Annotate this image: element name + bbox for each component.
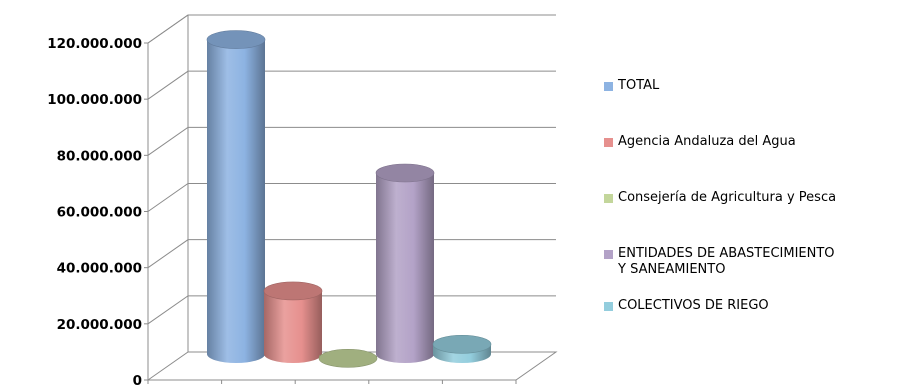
bar-cylinder — [207, 39, 265, 364]
legend-item: COLECTIVOS DE RIEGO — [604, 298, 769, 314]
bar-top — [375, 163, 435, 183]
legend-swatch — [604, 138, 613, 147]
legend-item: Consejería de Agricultura y Pesca — [604, 190, 836, 206]
legend-label: Agencia Andaluza del Agua — [618, 134, 796, 149]
y-axis-ticks: 0 20.000.000 40.000.000 60.000.000 80.000.00… — [47, 36, 142, 387]
bars — [206, 30, 492, 368]
legend-swatch — [604, 194, 613, 203]
legend-swatch — [604, 250, 613, 259]
y-tick-label: 60.000.000 — [57, 205, 142, 221]
bar-cylinder — [376, 172, 434, 363]
y-tick-label: 80.000.000 — [57, 148, 142, 164]
legend-item: TOTAL — [604, 78, 659, 94]
axes — [144, 14, 558, 384]
y-tick-label: 20.000.000 — [57, 317, 142, 333]
legend-label: TOTAL — [618, 78, 660, 93]
legend-label: ENTIDADES DE ABASTECIMIENTO Y SANEAMIENT… — [618, 246, 835, 277]
y-tick-label: 120.000.000 — [47, 36, 142, 52]
legend-label: Consejería de Agricultura y Pesca — [618, 190, 837, 205]
y-tick-label: 100.000.000 — [47, 92, 142, 108]
bar-cylinder — [264, 290, 322, 363]
bar-top — [432, 334, 492, 354]
bar-top — [263, 281, 323, 301]
legend-item: ENTIDADES DE ABASTECIMIENTO Y SANEAMIENT… — [604, 246, 835, 278]
bar-top — [318, 349, 378, 368]
bar-top — [206, 30, 266, 49]
y-tick-label: 0 — [133, 373, 142, 387]
floor — [146, 351, 558, 381]
legend-label: COLECTIVOS DE RIEGO — [618, 298, 769, 313]
legend-item: Agencia Andaluza del Agua — [604, 134, 796, 150]
legend-swatch — [604, 82, 613, 91]
wall-top-edge — [147, 14, 189, 44]
legend-swatch — [604, 302, 613, 311]
y-tick-label: 40.000.000 — [57, 261, 142, 277]
